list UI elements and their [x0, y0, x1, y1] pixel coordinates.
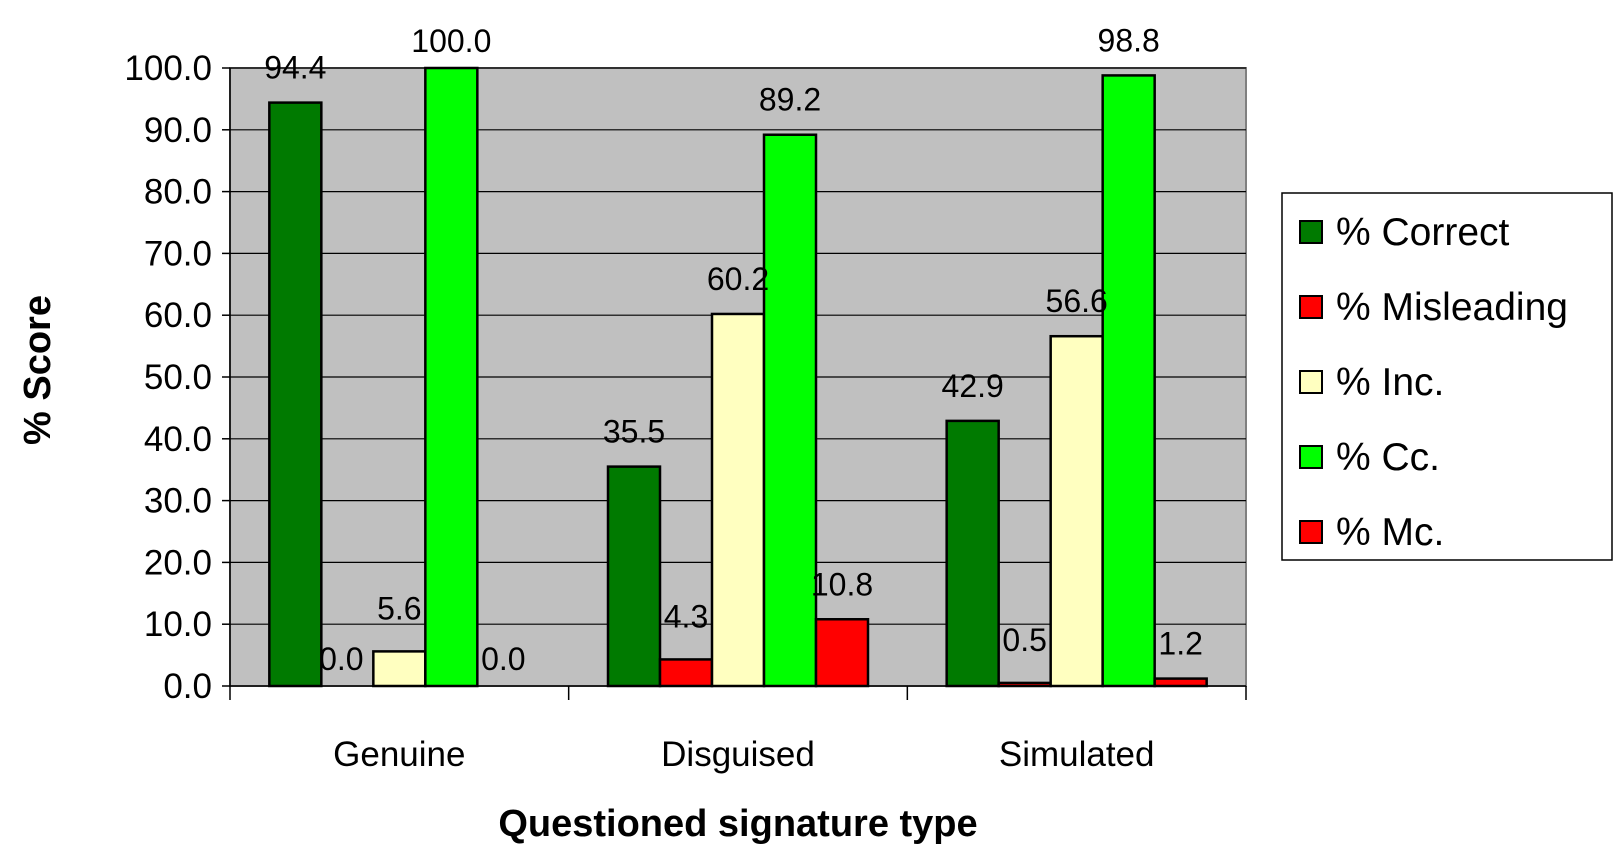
- data-labels: 94.4 35.5 42.9 0.0 4.3 0.5 5.6 60.2 56.6 100.0 89.…: [264, 22, 1203, 677]
- bar-inc-simulated: [1049, 334, 1104, 688]
- x-tick-label: Disguised: [661, 735, 815, 774]
- bar-cc-simulated: [1101, 74, 1156, 688]
- y-axis: 0.0 10.0 20.0 30.0 40.0 50.0 60.0 70.0 80.0 90.0 1…: [124, 49, 231, 706]
- data-label: 35.5: [603, 414, 665, 450]
- legend-swatch: [1299, 445, 1323, 469]
- x-axis-title: Questioned signature type: [498, 803, 977, 845]
- y-tick-label: 50.0: [144, 358, 212, 397]
- legend-label: % Correct: [1336, 211, 1510, 254]
- data-label: 1.2: [1158, 626, 1202, 662]
- y-tick-label: 40.0: [144, 420, 212, 459]
- legend-swatch: [1299, 520, 1323, 544]
- x-axis: Genuine Disguised Simulated: [229, 685, 1247, 774]
- bar-correct-disguised: [606, 465, 662, 688]
- data-label: 89.2: [759, 82, 821, 118]
- legend: % Correct % Misleading % Inc. % Cc. % Mc.: [1281, 192, 1613, 561]
- legend-swatch: [1299, 295, 1323, 319]
- bar-mc-disguised: [814, 618, 870, 688]
- data-label: 56.6: [1046, 283, 1108, 319]
- bar-cc-disguised: [762, 133, 818, 688]
- data-label: 0.0: [481, 641, 525, 677]
- y-tick-label: 80.0: [144, 173, 212, 212]
- legend-label: % Misleading: [1336, 286, 1568, 329]
- y-tick-label: 60.0: [144, 296, 212, 335]
- data-label: 5.6: [377, 590, 421, 626]
- y-axis-title: % Score: [17, 295, 59, 445]
- bar-inc-genuine: [372, 650, 427, 688]
- legend-label: % Cc.: [1336, 436, 1440, 479]
- data-label: 60.2: [707, 261, 769, 297]
- data-label: 0.5: [1002, 622, 1046, 658]
- legend-label: % Inc.: [1336, 361, 1444, 404]
- y-tick-label: 70.0: [144, 234, 212, 273]
- y-tick-label: 10.0: [144, 605, 212, 644]
- y-tick-label: 100.0: [124, 49, 212, 88]
- y-tick-label: 30.0: [144, 482, 212, 521]
- bar-misleading-disguised: [658, 658, 714, 688]
- bar-correct-genuine: [268, 101, 323, 688]
- legend-box: [1281, 192, 1613, 561]
- bars: [268, 66, 1208, 688]
- legend-swatch: [1299, 370, 1323, 394]
- legend-swatch: [1299, 220, 1323, 244]
- bar-cc-genuine: [424, 66, 479, 688]
- data-label: 4.3: [664, 598, 708, 634]
- data-label: 100.0: [411, 23, 491, 59]
- data-label: 94.4: [264, 50, 326, 86]
- bar-correct-simulated: [945, 419, 1000, 688]
- data-label: 0.0: [319, 641, 363, 677]
- y-tick-label: 20.0: [144, 543, 212, 582]
- bar-inc-disguised: [710, 312, 766, 688]
- bar-misleading-simulated: [997, 681, 1052, 688]
- x-tick-label: Genuine: [333, 735, 465, 774]
- y-tick-label: 0.0: [163, 667, 212, 706]
- data-label: 10.8: [811, 566, 873, 602]
- data-label: 42.9: [942, 368, 1004, 404]
- x-tick-label: Simulated: [999, 735, 1155, 774]
- bar-mc-simulated: [1153, 677, 1208, 688]
- data-label: 98.8: [1098, 22, 1160, 58]
- legend-label: % Mc.: [1336, 511, 1444, 554]
- y-tick-label: 90.0: [144, 111, 212, 150]
